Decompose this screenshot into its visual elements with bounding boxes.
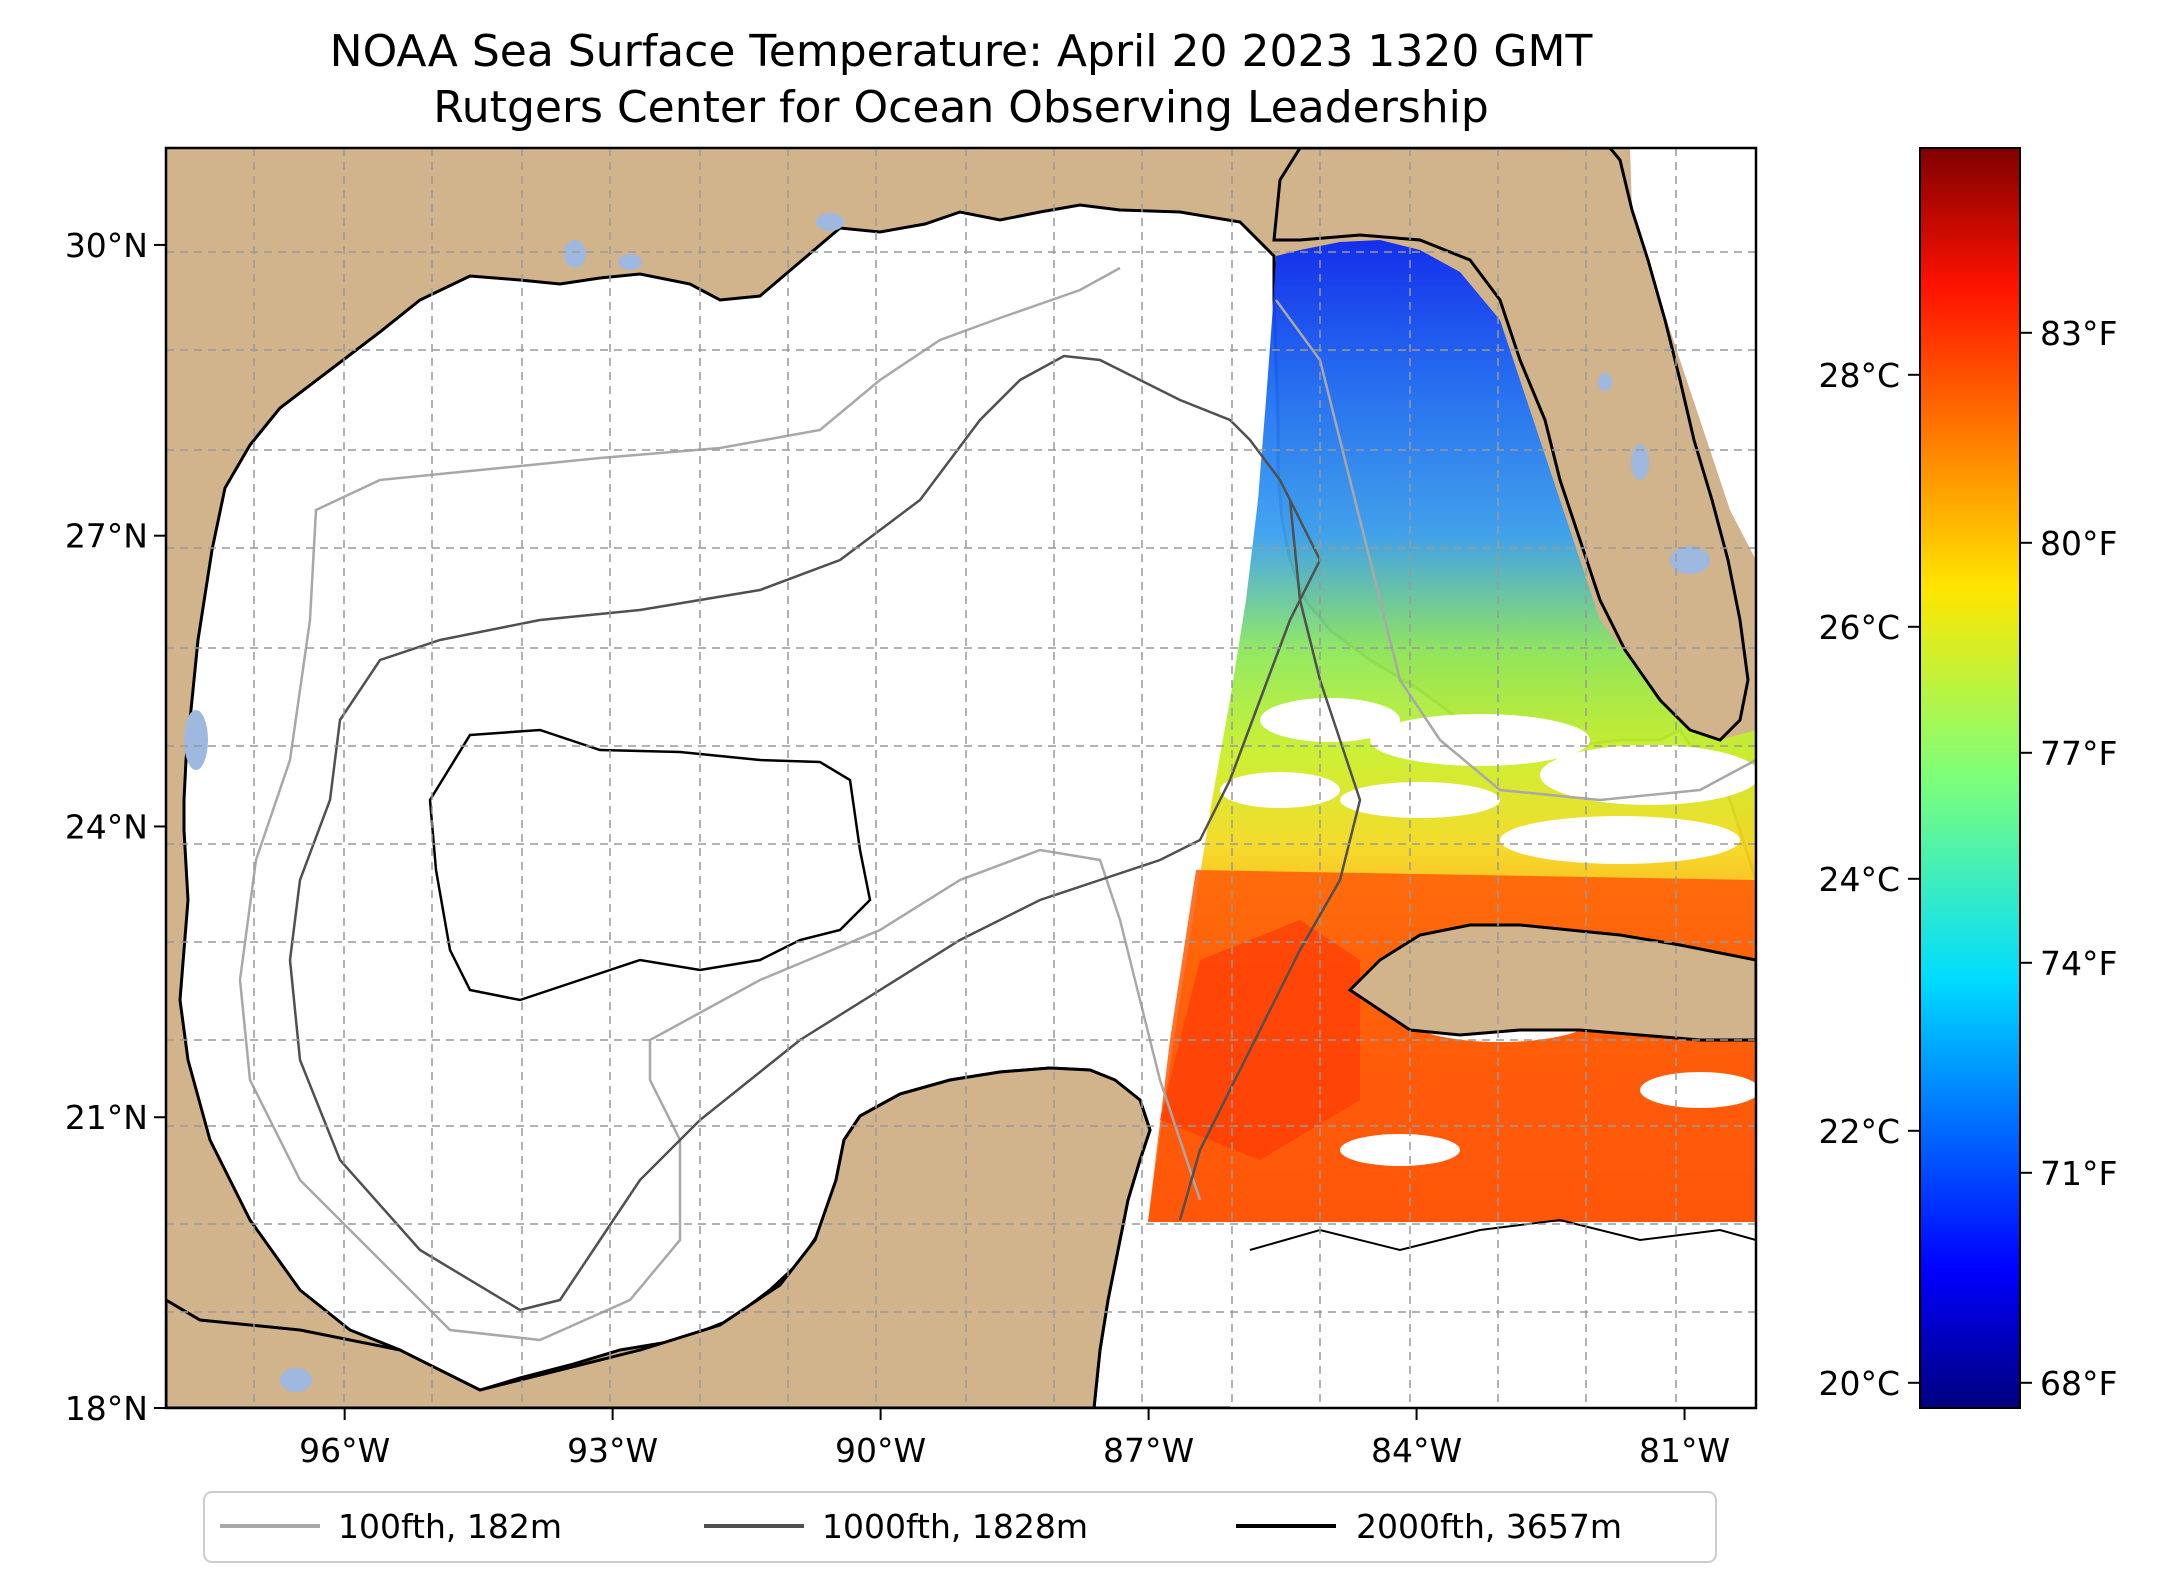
lon-tick-label: 87°W [1103, 1431, 1194, 1470]
colorbar-celsius-axis: 20°C 22°C 24°C 26°C 28°C [1818, 356, 1920, 1403]
fahrenheit-tick-label: 74°F [2040, 944, 2117, 983]
yucatan-land [166, 1066, 1152, 1408]
fahrenheit-tick-label: 80°F [2040, 524, 2117, 563]
lat-tick-label: 30°N [65, 226, 148, 265]
contour-2000fth [428, 728, 872, 1002]
lat-tick-label: 18°N [65, 1389, 148, 1428]
contour-100fth-florida [1274, 299, 1756, 802]
fahrenheit-tick-label: 68°F [2040, 1364, 2117, 1403]
legend-item-100fth: 100fth, 182m [220, 1507, 562, 1546]
lakes [184, 213, 1710, 1392]
florida-land [1272, 148, 1750, 742]
map-panel [166, 148, 1756, 1408]
celsius-tick-label: 22°C [1818, 1112, 1900, 1151]
legend: 100fth, 182m 1000fth, 1828m 2000fth, 365… [203, 1491, 1717, 1563]
lat-tick-label: 24°N [65, 807, 148, 846]
colorbar-fahrenheit-axis: 68°F 71°F 74°F 77°F 80°F 83°F [2020, 314, 2117, 1403]
longitude-axis: 96°W 93°W 90°W 87°W 84°W 81°W [299, 1408, 1730, 1470]
gridlines [166, 148, 1756, 1408]
celsius-tick-label: 28°C [1818, 356, 1900, 395]
legend-label-100fth: 100fth, 182m [338, 1507, 562, 1546]
contour-100fth [238, 266, 1202, 1342]
lon-tick-label: 81°W [1639, 1431, 1730, 1470]
legend-label-2000fth: 2000fth, 3657m [1356, 1507, 1622, 1546]
fahrenheit-tick-label: 83°F [2040, 314, 2117, 353]
celsius-tick-label: 26°C [1818, 608, 1900, 647]
celsius-tick-label: 20°C [1818, 1364, 1900, 1403]
lat-tick-label: 21°N [65, 1098, 148, 1137]
lon-tick-label: 84°W [1371, 1431, 1462, 1470]
fahrenheit-tick-label: 71°F [2040, 1154, 2117, 1193]
map-frame [164, 146, 1758, 1410]
legend-item-1000fth: 1000fth, 1828m [704, 1507, 1088, 1546]
contour-2000fth-caribbean [1249, 1218, 1756, 1252]
map-title: NOAA Sea Surface Temperature: April 20 2… [330, 26, 1593, 77]
legend-item-2000fth: 2000fth, 3657m [1236, 1507, 1622, 1546]
contour-1000fth-east [1178, 499, 1362, 1221]
legend-box [203, 1491, 1717, 1563]
lat-tick-label: 27°N [65, 517, 148, 556]
latitude-axis: 30°N 27°N 24°N 21°N 18°N [65, 226, 166, 1428]
colorbar: 20°C 22°C 24°C 26°C 28°C 68°F 71°F 74°F 77°F 80°… [1818, 147, 2117, 1409]
lon-tick-label: 93°W [567, 1431, 658, 1470]
lon-tick-label: 90°W [835, 1431, 926, 1470]
contour-1000fth [288, 354, 1322, 1312]
fahrenheit-tick-label: 77°F [2040, 734, 2117, 773]
legend-label-1000fth: 1000fth, 1828m [822, 1507, 1088, 1546]
atlantic-water [1630, 148, 1756, 560]
cuba-land [1347, 923, 1756, 1042]
lon-tick-label: 96°W [299, 1431, 390, 1470]
colorbar-gradient [1919, 147, 2021, 1409]
map-subtitle: Rutgers Center for Ocean Observing Leade… [433, 82, 1489, 133]
celsius-tick-label: 24°C [1818, 860, 1900, 899]
